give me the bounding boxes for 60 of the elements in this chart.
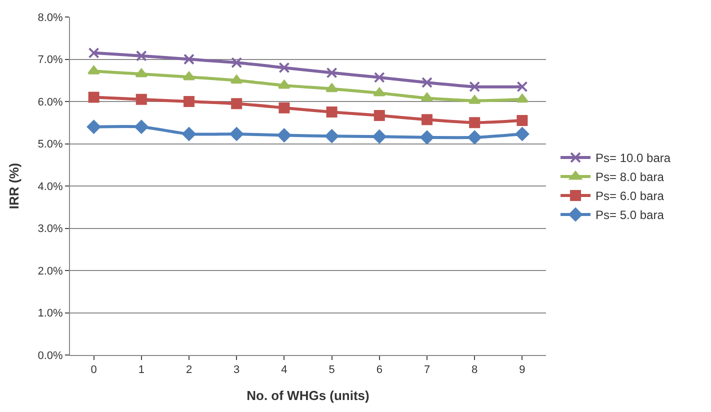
point [184,54,194,65]
point [516,115,528,126]
point [88,47,100,58]
point [88,92,100,103]
legend-label: Ps= 6.0 bara [596,189,664,204]
y-tick-label: 0.0% [38,350,64,362]
y-tick-label: 6.0% [38,96,64,108]
point [134,120,148,134]
point [278,102,290,114]
x-tick-label: 5 [328,364,335,376]
y-axis-title: IRR (%) [6,162,22,210]
point [515,127,530,141]
point [372,130,386,144]
y-tick-label: 2.0% [38,265,64,278]
point [277,128,292,142]
point [326,106,338,118]
x-tick-label: 2 [186,364,192,376]
point [136,94,147,105]
x-tick-label: 0 [90,364,97,376]
point [469,81,480,92]
y-tick-label: 7.0% [38,54,64,66]
point [374,72,385,83]
point [230,74,243,84]
x-tick-label: 3 [234,364,240,376]
point [420,130,434,144]
point [230,127,244,141]
point [326,83,338,92]
point [374,110,385,121]
point [184,96,194,107]
point [516,94,528,103]
x-tick-label: 4 [281,364,288,376]
point [88,66,100,74]
point [86,120,101,134]
point [516,81,528,92]
x-axis-title: No. of WHGs (units) [246,388,370,403]
point [278,62,290,74]
legend-label: Ps= 5.0 bara [596,208,664,222]
point [182,127,196,141]
y-tick-label: 1.0% [38,308,64,320]
point [136,50,147,62]
point [324,129,339,143]
y-tick-label: 3.0% [38,223,64,236]
legend-label: Ps= 10.0 bara [596,151,671,166]
x-tick-label: 1 [138,364,144,376]
x-tick-label: 8 [472,364,478,376]
legend-label: Ps= 8.0 bara [596,170,664,184]
y-tick-label: 8.0% [38,12,64,24]
x-tick-label: 6 [376,364,382,376]
point [231,98,242,110]
point [278,80,290,89]
y-tick-label: 5.0% [38,138,64,151]
point [326,67,338,78]
point [231,57,242,68]
point [422,76,432,88]
x-tick-label: 9 [519,364,526,376]
y-tick-label: 4.0% [38,180,64,193]
point [469,117,480,128]
point [422,114,432,126]
point [468,130,482,144]
x-tick-label: 7 [424,364,430,376]
